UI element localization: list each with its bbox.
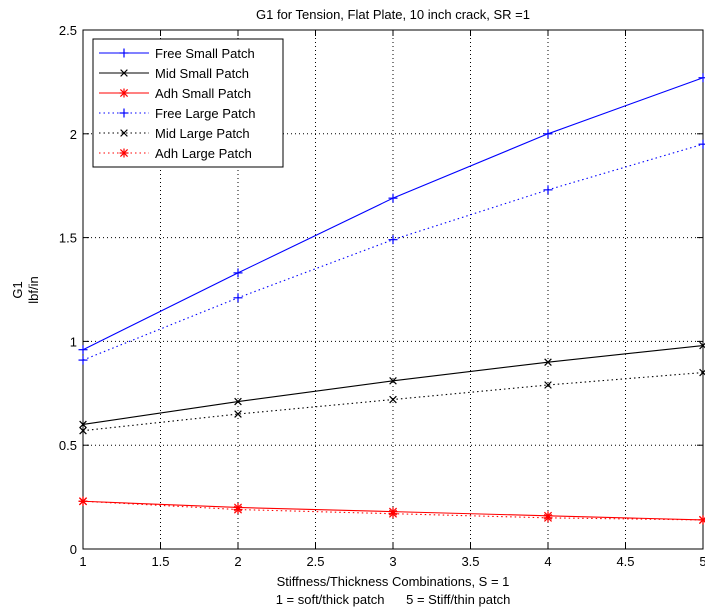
legend-item: Adh Small Patch [99, 86, 251, 101]
data-point [543, 129, 553, 139]
x-tick-label: 4.5 [616, 554, 634, 569]
y-tick-label: 1 [70, 334, 77, 349]
legend: Free Small Patch Mid Small Patch Adh Small… [92, 38, 284, 168]
data-point [78, 355, 88, 365]
legend-box [92, 38, 284, 168]
x-tick-label: 5 [699, 554, 705, 569]
series-mid-small-patch [79, 341, 705, 429]
y-axis-label-line2: lbf/in [26, 276, 41, 303]
data-point [388, 509, 398, 519]
x-axis-label-line2: 1 = soft/thick patch 5 = Stiff/thin patc… [276, 592, 511, 607]
legend-item: Free Small Patch [99, 46, 255, 61]
legend-label: Mid Small Patch [155, 66, 249, 81]
series-line [82, 143, 704, 361]
x-tick-label: 1 [79, 554, 86, 569]
legend-label: Adh Large Patch [155, 146, 252, 161]
y-tick-label: 2 [70, 127, 77, 142]
x-tick-label: 1.5 [151, 554, 169, 569]
data-point [388, 193, 398, 203]
y-axis-label: G1 [10, 281, 25, 298]
legend-marker [119, 48, 129, 58]
x-tick-label: 4 [544, 554, 551, 569]
legend-marker [120, 129, 128, 137]
y-tick-label: 0.5 [59, 438, 77, 453]
y-tick-label: 1.5 [59, 231, 77, 246]
data-point [78, 496, 88, 506]
data-point [543, 185, 553, 195]
legend-item: Mid Large Patch [99, 126, 250, 141]
legend-label: Free Small Patch [155, 46, 255, 61]
data-point [544, 358, 552, 366]
legend-item: Free Large Patch [99, 106, 255, 121]
legend-marker [119, 108, 129, 118]
data-point [544, 381, 552, 389]
legend-label: Free Large Patch [155, 106, 255, 121]
data-point [234, 410, 242, 418]
legend-marker [120, 69, 128, 77]
x-axis-label: Stiffness/Thickness Combinations, S = 1 [277, 574, 510, 589]
legend-item: Adh Large Patch [99, 146, 252, 161]
data-point [234, 397, 242, 406]
data-point [233, 268, 243, 278]
data-point [233, 505, 243, 515]
series-mid-large-patch [79, 368, 705, 435]
data-point [698, 515, 705, 525]
data-point [543, 513, 553, 523]
legend-label: Adh Small Patch [155, 86, 251, 101]
chart-title: G1 for Tension, Flat Plate, 10 inch crac… [256, 7, 530, 22]
data-point [389, 377, 397, 385]
series-free-small-patch [78, 73, 705, 355]
x-tick-label: 3.5 [461, 554, 479, 569]
legend-marker [119, 88, 129, 98]
data-point [79, 420, 87, 429]
y-tick-label: 0 [70, 542, 77, 557]
data-point [698, 139, 705, 149]
legend-item: Mid Small Patch [99, 66, 249, 81]
data-point [388, 235, 398, 245]
data-point [698, 73, 705, 83]
series-free-large-patch [78, 139, 705, 365]
data-point [78, 345, 88, 355]
legend-label: Mid Large Patch [155, 126, 250, 141]
data-point [389, 395, 397, 404]
y-tick-label: 2.5 [59, 23, 77, 38]
series-adh-large-patch [78, 496, 705, 525]
x-tick-label: 2 [234, 554, 241, 569]
data-point [699, 368, 705, 377]
x-tick-label: 3 [389, 554, 396, 569]
data-point [699, 341, 705, 350]
data-point [233, 293, 243, 303]
x-tick-label: 2.5 [306, 554, 324, 569]
legend-marker [119, 148, 129, 158]
data-point [79, 426, 87, 435]
